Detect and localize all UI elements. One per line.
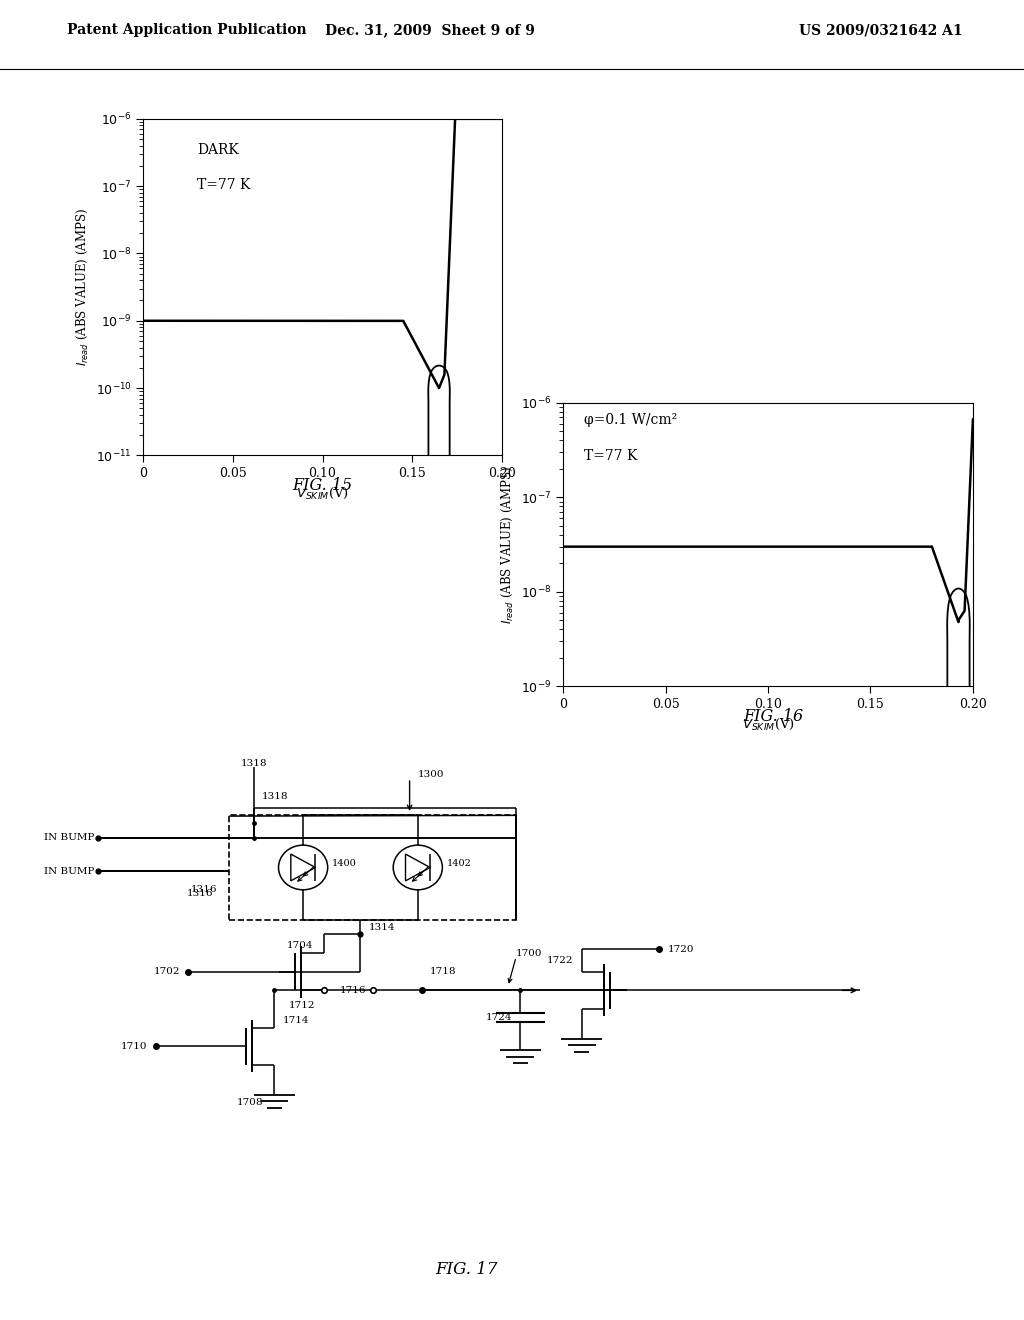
Y-axis label: $I_{read}$ (ABS VALUE) (AMPS): $I_{read}$ (ABS VALUE) (AMPS)	[501, 466, 515, 623]
Text: φ=0.1 W/cm²: φ=0.1 W/cm²	[584, 413, 677, 426]
Text: 1708: 1708	[237, 1097, 263, 1106]
Text: 1318: 1318	[241, 759, 267, 768]
Text: 1704: 1704	[287, 941, 313, 950]
Text: 1720: 1720	[668, 945, 694, 954]
Text: 1722: 1722	[547, 956, 573, 965]
X-axis label: $V_{SKIM}$(V): $V_{SKIM}$(V)	[741, 717, 795, 733]
Text: T=77 K: T=77 K	[584, 449, 637, 462]
Text: 1402: 1402	[446, 859, 471, 869]
Text: IN BUMP: IN BUMP	[44, 867, 94, 875]
Text: 1712: 1712	[289, 1001, 315, 1010]
Text: T=77 K: T=77 K	[197, 178, 251, 193]
Text: 1316: 1316	[190, 886, 217, 895]
Text: 1724: 1724	[485, 1012, 512, 1022]
Text: 1700: 1700	[516, 949, 543, 957]
Text: 1702: 1702	[154, 968, 180, 977]
Text: 1716: 1716	[340, 986, 367, 995]
Text: 1718: 1718	[430, 968, 457, 977]
Text: IN BUMP: IN BUMP	[44, 833, 94, 842]
Text: FIG. 16: FIG. 16	[743, 709, 803, 725]
Text: Dec. 31, 2009  Sheet 9 of 9: Dec. 31, 2009 Sheet 9 of 9	[326, 24, 535, 37]
Text: Patent Application Publication: Patent Application Publication	[67, 24, 306, 37]
Text: DARK: DARK	[197, 143, 239, 157]
Text: 1300: 1300	[418, 770, 444, 779]
Text: FIG. 15: FIG. 15	[293, 478, 352, 494]
Text: 1318: 1318	[262, 792, 289, 801]
Text: FIG. 17: FIG. 17	[435, 1261, 499, 1278]
Text: 1710: 1710	[121, 1041, 147, 1051]
Text: 1314: 1314	[369, 923, 395, 932]
Text: US 2009/0321642 A1: US 2009/0321642 A1	[799, 24, 963, 37]
Y-axis label: $I_{read}$ (ABS VALUE) (AMPS): $I_{read}$ (ABS VALUE) (AMPS)	[75, 209, 90, 366]
Text: 1316: 1316	[186, 890, 213, 898]
X-axis label: $V_{SKIM}$(V): $V_{SKIM}$(V)	[296, 486, 349, 502]
Text: 1400: 1400	[332, 859, 356, 869]
Text: 1714: 1714	[283, 1015, 309, 1024]
